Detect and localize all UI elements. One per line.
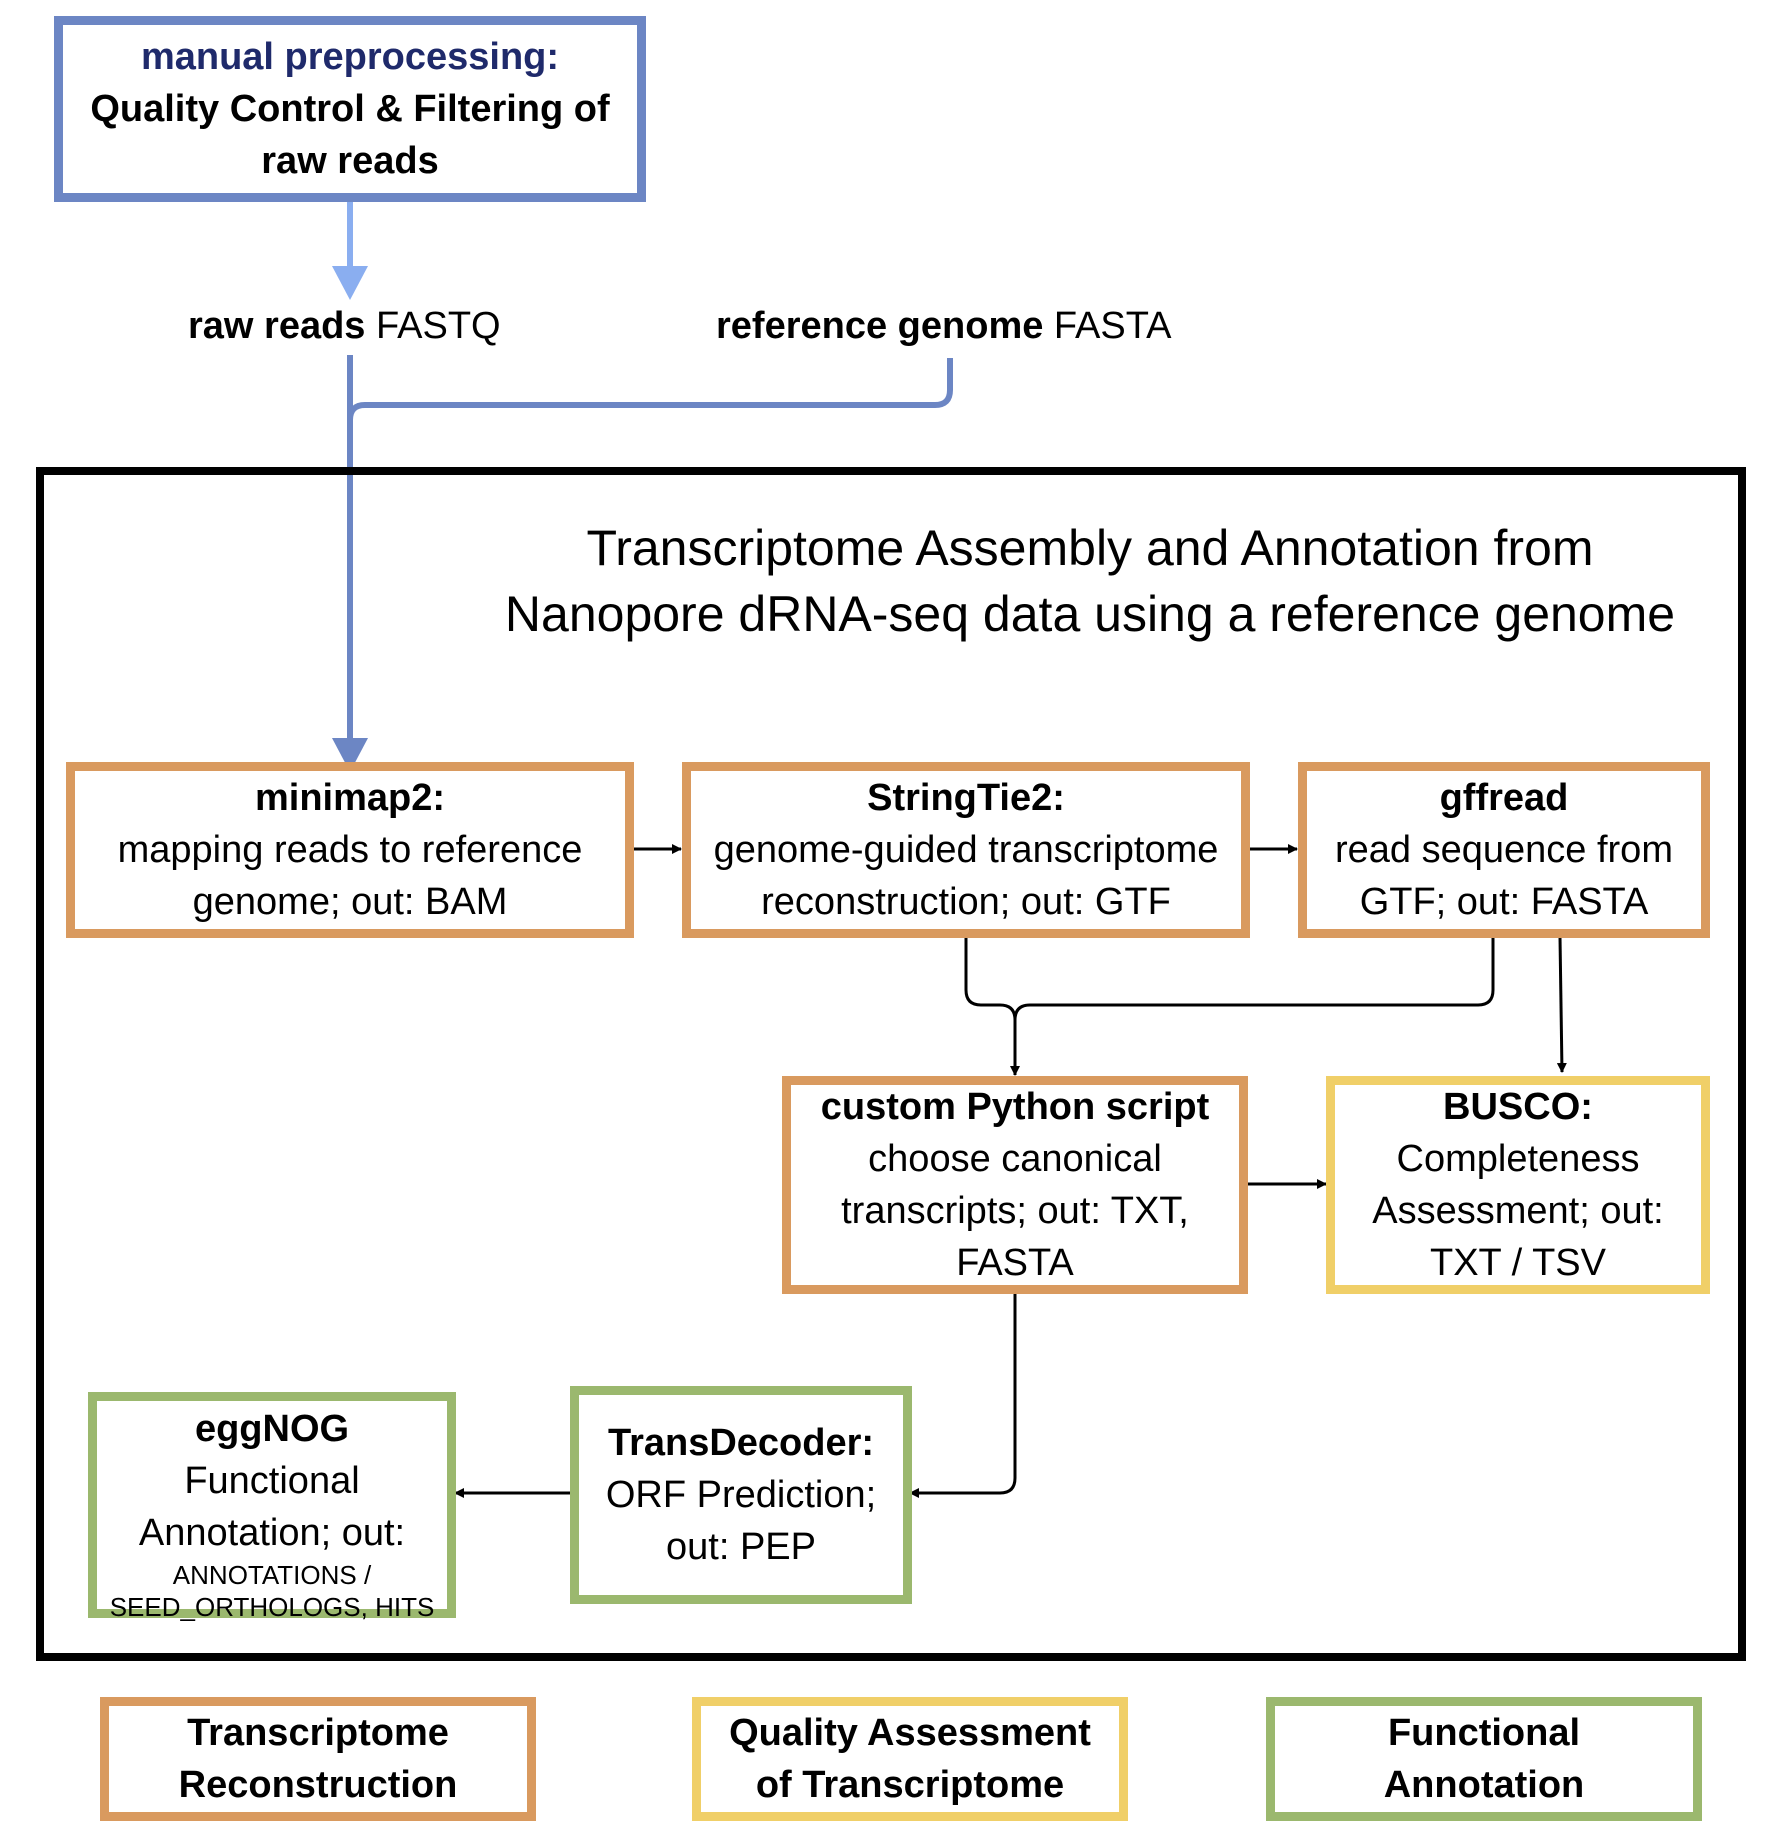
python-script-desc-2: transcripts; out: TXT, xyxy=(841,1190,1189,1232)
diagram-title-line-1: Transcriptome Assembly and Annotation fr… xyxy=(586,520,1594,576)
diagram-title: Transcriptome Assembly and Annotation fr… xyxy=(440,515,1740,647)
legend-quality-assessment: Quality Assessment of Transcriptome xyxy=(692,1697,1128,1821)
eggnog-name: eggNOG xyxy=(194,1408,350,1450)
legend-functional-annotation: Functional Annotation xyxy=(1266,1697,1702,1821)
transdecoder-desc-2: out: PEP xyxy=(666,1526,816,1568)
preprocessing-line-3: raw reads xyxy=(261,140,439,182)
python-script-desc-1: choose canonical xyxy=(868,1138,1162,1180)
transdecoder-name: TransDecoder: xyxy=(607,1422,875,1464)
python-script-name: custom Python script xyxy=(820,1086,1210,1128)
reference-genome-format: FASTA xyxy=(1043,305,1172,347)
transdecoder-desc-1: ORF Prediction; xyxy=(605,1474,877,1516)
arrow-preprocess-to-raw-reads xyxy=(332,200,368,300)
stringtie2-box: StringTie2: genome-guided transcriptome … xyxy=(682,762,1250,938)
busco-name: BUSCO: xyxy=(1443,1086,1593,1128)
arrow-inputs-to-minimap2 xyxy=(332,355,953,772)
stringtie2-desc-2: reconstruction; out: GTF xyxy=(761,881,1171,923)
arrow-gffread-to-python xyxy=(1013,937,1495,1021)
legend-quality-line-2: of Transcriptome xyxy=(755,1764,1065,1806)
gffread-desc-1: read sequence from xyxy=(1335,829,1673,871)
minimap2-desc-1: mapping reads to reference xyxy=(117,829,583,871)
minimap2-desc-2: genome; out: BAM xyxy=(192,881,508,923)
transdecoder-box: TransDecoder: ORF Prediction; out: PEP xyxy=(570,1386,912,1604)
gffread-desc-2: GTF; out: FASTA xyxy=(1359,881,1649,923)
python-script-box: custom Python script choose canonical tr… xyxy=(782,1076,1248,1294)
gffread-box: gffread read sequence from GTF; out: FAS… xyxy=(1298,762,1710,938)
pipeline-frame xyxy=(36,467,1746,1661)
legend-quality-line-1: Quality Assessment xyxy=(729,1712,1091,1754)
python-script-desc-3: FASTA xyxy=(956,1242,1074,1284)
legend-reconstruction-line-1: Transcriptome xyxy=(187,1712,449,1754)
stringtie2-desc-1: genome-guided transcriptome xyxy=(713,829,1219,871)
legend-reconstruction-line-2: Reconstruction xyxy=(178,1764,458,1806)
legend-functional-line-2: Annotation xyxy=(1383,1764,1585,1806)
diagram-title-line-2: Nanopore dRNA-seq data using a reference… xyxy=(504,586,1676,642)
raw-reads-label: raw reads FASTQ xyxy=(188,305,501,348)
minimap2-box: minimap2: mapping reads to reference gen… xyxy=(66,762,634,938)
busco-desc-1: Completeness xyxy=(1396,1138,1640,1180)
arrow-python-to-transdecoder xyxy=(909,1292,1017,1498)
busco-box: BUSCO: Completeness Assessment; out: TXT… xyxy=(1326,1076,1710,1294)
legend-transcriptome-reconstruction: Transcriptome Reconstruction xyxy=(100,1697,536,1821)
preprocessing-box: manual preprocessing: Quality Control & … xyxy=(54,16,646,202)
eggnog-desc-3: ANNOTATIONS / xyxy=(172,1560,372,1590)
minimap2-name: minimap2: xyxy=(254,777,446,819)
eggnog-box: eggNOG Functional Annotation; out: ANNOT… xyxy=(88,1392,456,1622)
stringtie2-name: StringTie2: xyxy=(867,777,1065,819)
eggnog-desc-2: Annotation; out: xyxy=(138,1512,406,1554)
eggnog-desc-1: Functional xyxy=(184,1460,360,1502)
arrow-gffread-to-busco xyxy=(1556,936,1567,1073)
raw-reads-name: raw reads xyxy=(188,305,366,347)
preprocessing-line-2: Quality Control & Filtering of xyxy=(90,88,610,130)
raw-reads-format: FASTQ xyxy=(365,305,501,347)
eggnog-desc-4: SEED_ORTHOLOGS, HITS xyxy=(109,1592,435,1622)
reference-genome-name: reference genome xyxy=(716,305,1044,347)
arrow-stringtie2-to-python xyxy=(964,937,1020,1076)
busco-desc-2: Assessment; out: xyxy=(1372,1190,1664,1232)
reference-genome-label: reference genome FASTA xyxy=(716,305,1171,348)
gffread-name: gffread xyxy=(1439,777,1569,819)
preprocessing-title: manual preprocessing: xyxy=(140,36,560,78)
legend-functional-line-1: Functional xyxy=(1387,1712,1581,1754)
busco-desc-3: TXT / TSV xyxy=(1430,1242,1606,1284)
